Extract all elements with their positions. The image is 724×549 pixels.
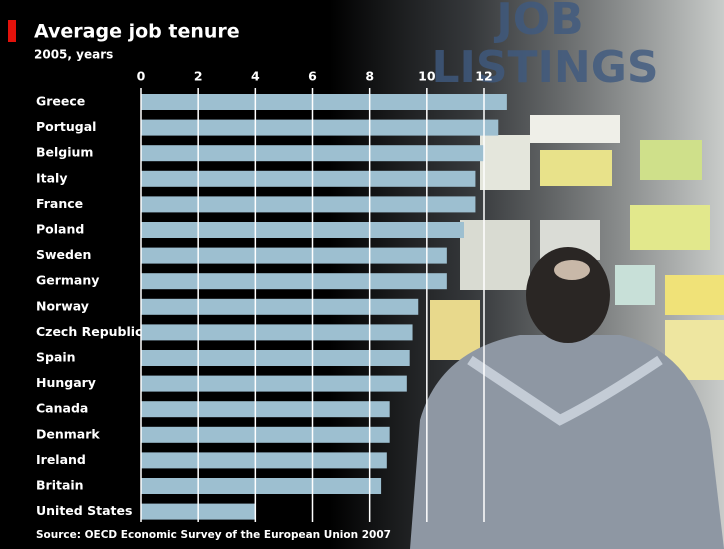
y-tick-label: Sweden <box>36 247 91 262</box>
chart-subtitle: 2005, years <box>34 48 113 62</box>
chart-title: Average job tenure <box>34 21 240 43</box>
y-tick-label: Italy <box>36 170 68 185</box>
bar <box>141 452 387 468</box>
bar <box>141 273 447 289</box>
y-tick-label: Czech Republic <box>36 324 142 339</box>
photo-text: JOB <box>493 0 583 45</box>
y-tick-label: Norway <box>36 298 89 313</box>
photo-text: LISTINGS <box>431 42 658 93</box>
title-marker <box>8 20 16 42</box>
bar <box>141 376 407 392</box>
y-tick-label: France <box>36 196 83 211</box>
bar <box>141 427 390 443</box>
y-tick-label: Greece <box>36 94 85 109</box>
x-tick-label: 2 <box>194 69 203 84</box>
y-tick-label: Canada <box>36 401 88 416</box>
x-tick-label: 8 <box>365 69 374 84</box>
y-tick-label: Britain <box>36 478 84 493</box>
x-tick-label: 12 <box>475 69 492 84</box>
bar <box>141 248 447 264</box>
y-tick-label: United States <box>36 503 132 518</box>
y-tick-label: Germany <box>36 273 99 288</box>
bar <box>141 324 413 340</box>
bar <box>141 478 381 494</box>
bar <box>141 401 390 417</box>
y-tick-label: Spain <box>36 350 76 365</box>
chart: JOB LISTINGS Average job tenure 2005, ye… <box>0 0 724 549</box>
x-tick-label: 6 <box>308 69 317 84</box>
y-tick-label: Portugal <box>36 119 96 134</box>
y-tick-label: Belgium <box>36 145 93 160</box>
bar <box>141 94 507 110</box>
bar <box>141 196 475 212</box>
bar <box>141 299 418 315</box>
x-tick-label: 4 <box>251 69 260 84</box>
x-tick-label: 0 <box>137 69 146 84</box>
y-tick-label: Poland <box>36 222 84 237</box>
y-tick-label: Ireland <box>36 452 86 467</box>
x-tick-label: 10 <box>418 69 436 84</box>
source: Source: OECD Economic Survey of the Euro… <box>36 529 391 541</box>
bar <box>141 120 498 136</box>
bar <box>141 171 475 187</box>
y-tick-label: Hungary <box>36 375 96 390</box>
y-tick-label: Denmark <box>36 426 100 441</box>
bar <box>141 222 464 238</box>
